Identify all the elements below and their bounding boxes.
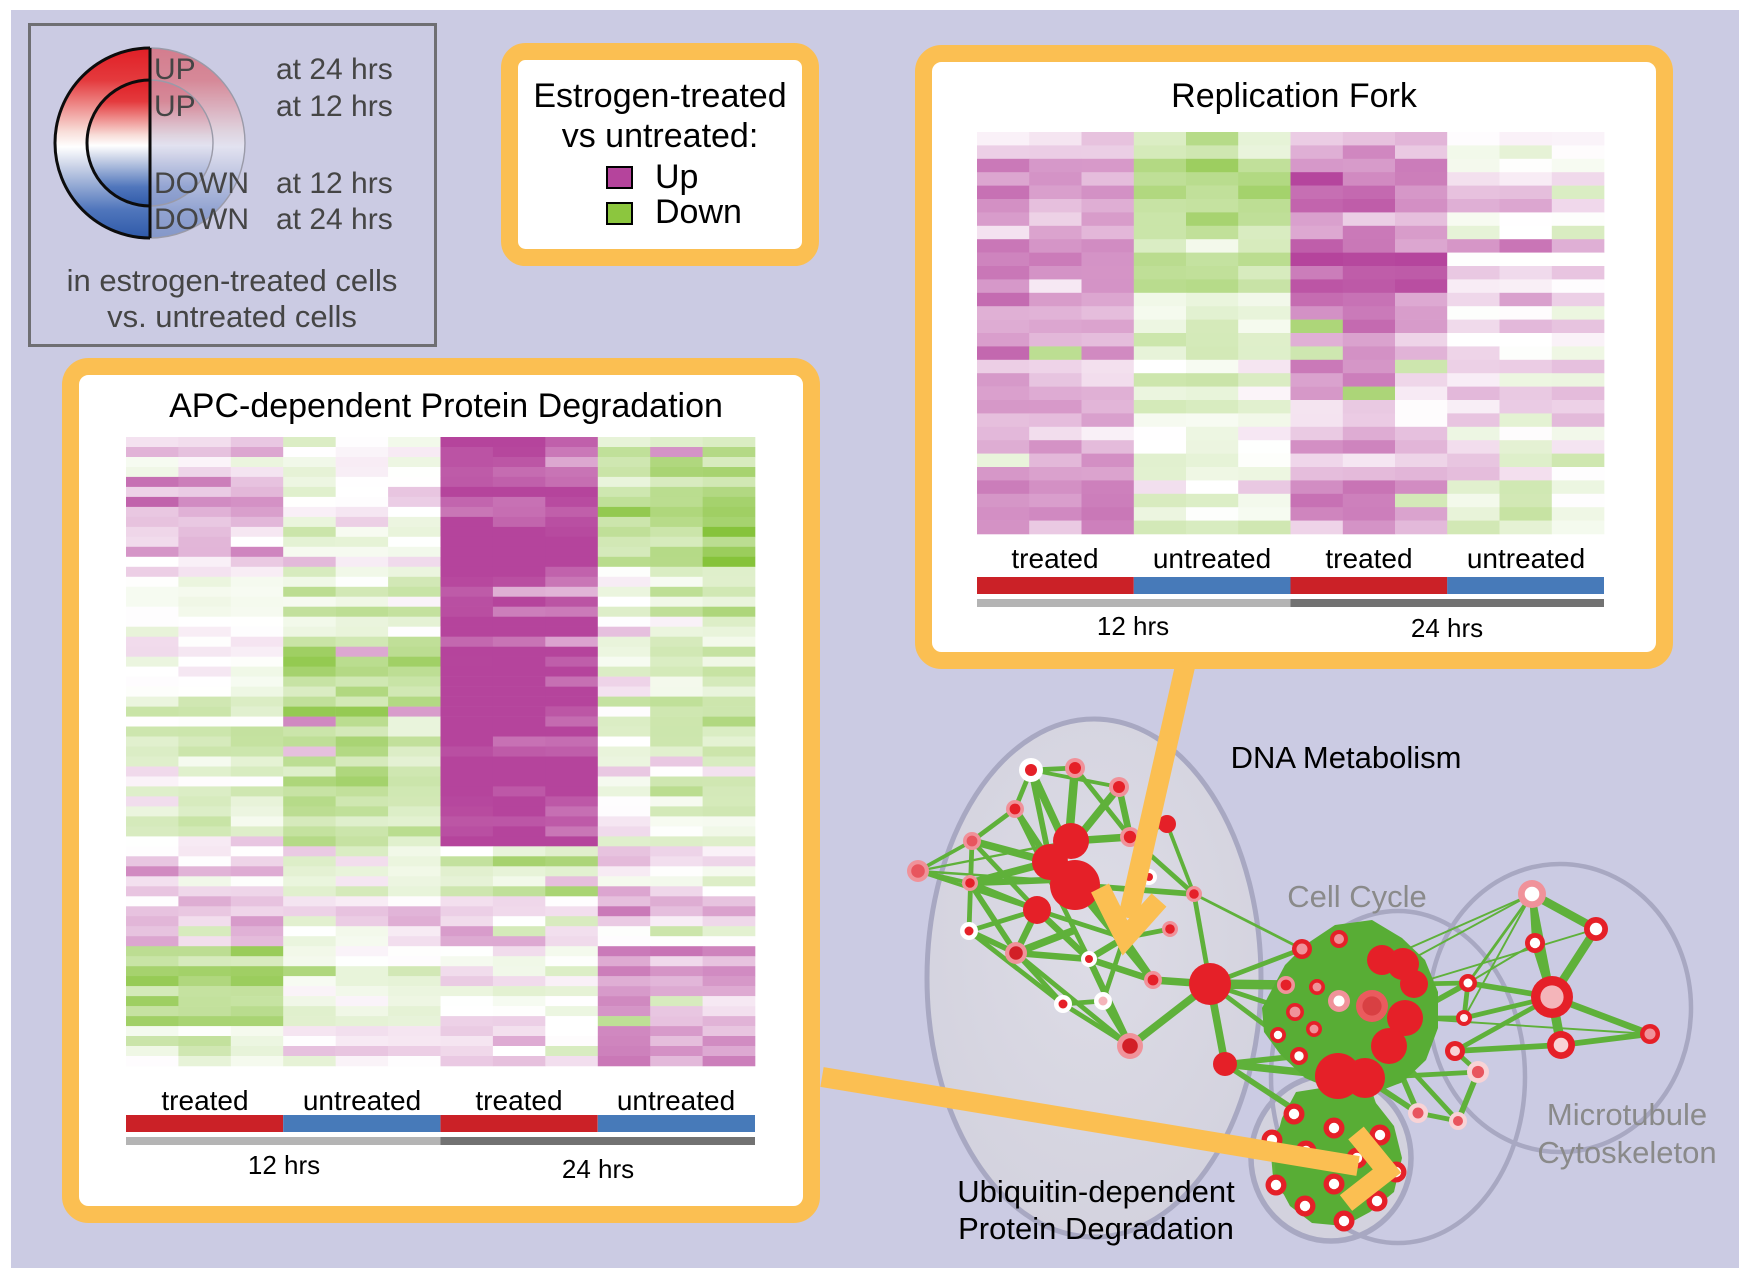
svg-text:Ubiquitin-dependent: Ubiquitin-dependent <box>957 1174 1235 1209</box>
svg-text:at 12 hrs: at 12 hrs <box>276 90 393 123</box>
svg-text:at 24 hrs: at 24 hrs <box>276 203 393 236</box>
svg-text:untreated: untreated <box>617 1085 735 1116</box>
svg-text:Estrogen-treated: Estrogen-treated <box>533 77 786 115</box>
svg-text:vs untreated:: vs untreated: <box>562 117 759 155</box>
svg-text:Protein Degradation: Protein Degradation <box>958 1211 1234 1246</box>
svg-text:Microtubule: Microtubule <box>1547 1097 1707 1132</box>
svg-text:12 hrs: 12 hrs <box>248 1150 320 1180</box>
svg-text:at 12 hrs: at 12 hrs <box>276 167 393 200</box>
svg-text:untreated: untreated <box>1467 543 1585 574</box>
svg-text:at 24 hrs: at 24 hrs <box>276 53 393 86</box>
svg-text:treated: treated <box>1011 543 1098 574</box>
svg-text:in estrogen-treated cells: in estrogen-treated cells <box>67 263 398 298</box>
svg-text:24 hrs: 24 hrs <box>1411 613 1483 643</box>
svg-text:untreated: untreated <box>1153 543 1271 574</box>
svg-text:Down: Down <box>655 193 742 231</box>
svg-text:12 hrs: 12 hrs <box>1097 611 1169 641</box>
svg-text:Cytoskeleton: Cytoskeleton <box>1537 1135 1716 1170</box>
svg-text:UP: UP <box>154 90 196 123</box>
svg-text:untreated: untreated <box>303 1085 421 1116</box>
svg-text:treated: treated <box>475 1085 562 1116</box>
svg-text:vs. untreated cells: vs. untreated cells <box>107 299 357 334</box>
svg-text:Up: Up <box>655 158 698 196</box>
svg-text:24 hrs: 24 hrs <box>562 1154 634 1184</box>
svg-text:Cell Cycle: Cell Cycle <box>1287 879 1427 914</box>
svg-text:UP: UP <box>154 53 196 86</box>
svg-text:DNA Metabolism: DNA Metabolism <box>1231 740 1462 775</box>
svg-text:APC-dependent Protein Degradat: APC-dependent Protein Degradation <box>169 387 723 425</box>
svg-text:DOWN: DOWN <box>154 167 249 200</box>
svg-text:treated: treated <box>161 1085 248 1116</box>
svg-text:treated: treated <box>1325 543 1412 574</box>
svg-text:Replication Fork: Replication Fork <box>1171 77 1418 115</box>
svg-text:DOWN: DOWN <box>154 203 249 236</box>
